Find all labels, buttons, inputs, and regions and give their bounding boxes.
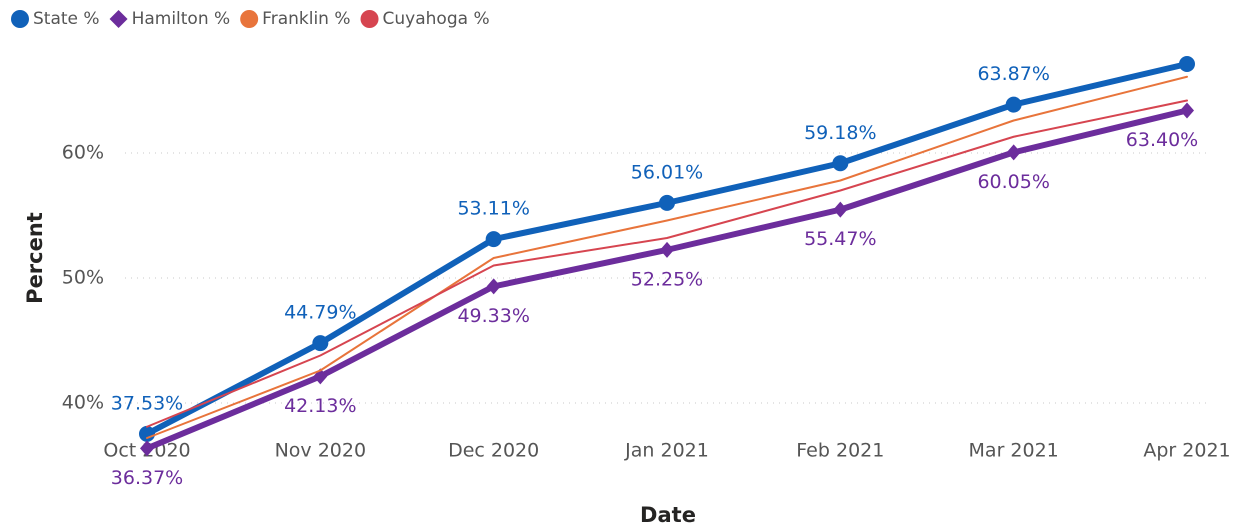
y-tick-label: 60% [62, 142, 104, 164]
point-marker [659, 194, 675, 211]
legend-label: Franklin % [262, 9, 350, 29]
legend-label: State % [33, 9, 100, 29]
point-marker [485, 231, 502, 248]
data-label: 63.87% [977, 63, 1049, 85]
labels: 37.53% 44.79% 53.11% 56.01% 59.18% 63.87% 36.3… [111, 63, 1198, 489]
x-tick-label: Jan 2021 [624, 440, 709, 462]
legend-label: Cuyahoga % [383, 9, 490, 29]
lines [139, 56, 1195, 457]
point-marker [1006, 144, 1021, 161]
x-tick-label: Nov 2020 [275, 440, 366, 462]
data-label: 52.25% [631, 268, 703, 290]
point-marker [140, 440, 154, 457]
x-tick-label: Feb 2021 [796, 440, 884, 462]
data-label: 56.01% [631, 161, 703, 183]
data-label: 37.53% [111, 392, 183, 414]
legend-marker [240, 10, 259, 28]
y-tick-label: 40% [62, 392, 104, 414]
point-marker [832, 155, 849, 172]
legend-marker [109, 10, 128, 28]
x-axis-title: Date [640, 503, 696, 527]
data-label: 60.05% [977, 171, 1049, 193]
point-marker [312, 335, 329, 352]
data-label: 55.47% [804, 228, 876, 250]
data-label: 42.13% [284, 395, 356, 417]
y-tick-label: 50% [62, 267, 104, 289]
point-marker [1179, 56, 1195, 72]
point-marker [833, 201, 848, 218]
grid: 40%50%60%Oct 2020 Nov 2020 Dec 2020 Jan 202… [62, 142, 1231, 462]
point-marker [1180, 102, 1194, 119]
point-marker [660, 241, 674, 258]
x-tick-label: Dec 2020 [448, 440, 539, 462]
legend-marker [360, 10, 379, 28]
legend: State % Hamilton % Franklin % Cuyahoga % [11, 9, 490, 29]
y-axis-title: Percent [23, 212, 47, 304]
data-label: 36.37% [111, 467, 183, 489]
x-tick-label: Apr 2021 [1143, 440, 1230, 462]
data-label: 59.18% [804, 122, 876, 144]
point-marker [1005, 96, 1022, 113]
point-marker [486, 278, 501, 295]
legend-label: Hamilton % [132, 9, 231, 29]
legend-marker [11, 10, 29, 28]
data-label: 53.11% [457, 198, 529, 220]
series-line [146, 99, 1188, 428]
data-label: 49.33% [457, 305, 529, 327]
x-tick-label: Mar 2021 [969, 440, 1059, 462]
data-label: 44.79% [284, 302, 356, 324]
data-label: 63.40% [1126, 129, 1198, 151]
series-line [146, 75, 1188, 439]
point-marker [139, 425, 155, 442]
